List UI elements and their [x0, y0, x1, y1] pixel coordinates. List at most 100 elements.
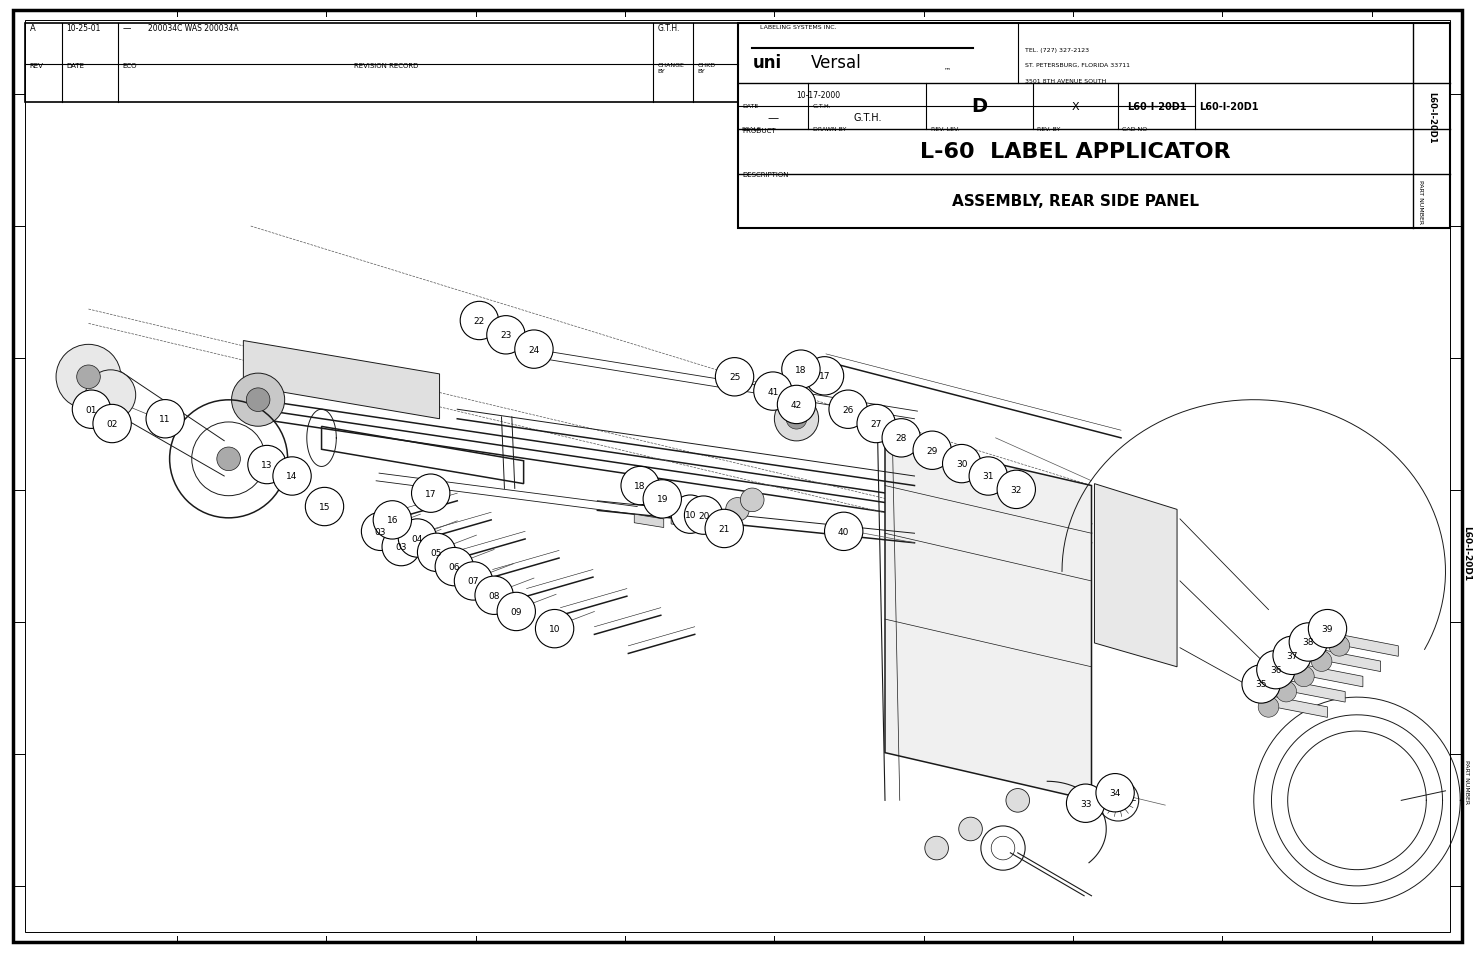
Text: 29: 29	[926, 446, 938, 456]
Text: 11: 11	[159, 415, 171, 424]
Text: 34: 34	[1109, 788, 1121, 798]
Circle shape	[232, 374, 285, 427]
Text: DATE: DATE	[742, 104, 758, 109]
Circle shape	[1329, 636, 1350, 657]
Text: 19: 19	[656, 495, 668, 504]
Text: L60-I-20D1: L60-I-20D1	[1127, 102, 1186, 112]
Circle shape	[56, 345, 121, 410]
Text: DRAWN BY: DRAWN BY	[813, 127, 847, 132]
Circle shape	[943, 445, 981, 483]
Text: 13: 13	[261, 460, 273, 470]
Text: CHANGE
BY: CHANGE BY	[658, 63, 684, 73]
Circle shape	[217, 448, 240, 471]
Text: LABELING SYSTEMS INC.: LABELING SYSTEMS INC.	[760, 25, 836, 30]
Text: 03: 03	[375, 527, 386, 537]
Text: 32: 32	[1010, 485, 1022, 495]
Circle shape	[997, 471, 1035, 509]
Text: 10-25-01: 10-25-01	[66, 25, 100, 33]
Circle shape	[1276, 681, 1297, 702]
Text: 39: 39	[1322, 624, 1333, 634]
Text: 33: 33	[1080, 799, 1092, 808]
Text: REV. LEV.: REV. LEV.	[931, 127, 959, 132]
Polygon shape	[634, 515, 664, 528]
Polygon shape	[1268, 696, 1328, 718]
Circle shape	[146, 400, 184, 438]
Circle shape	[913, 432, 951, 470]
Circle shape	[417, 534, 456, 572]
Text: DATE: DATE	[66, 63, 84, 69]
Circle shape	[273, 457, 311, 496]
Text: L60-I-20D1: L60-I-20D1	[1428, 92, 1437, 144]
Text: 37: 37	[1286, 651, 1298, 660]
Circle shape	[786, 409, 807, 430]
Circle shape	[829, 391, 867, 429]
Text: 22: 22	[473, 316, 485, 326]
Text: 25: 25	[729, 373, 740, 382]
Text: ECO: ECO	[122, 63, 137, 69]
Text: 26: 26	[842, 405, 854, 415]
Circle shape	[361, 513, 400, 551]
Text: G.T.H.: G.T.H.	[658, 25, 680, 33]
Text: 10: 10	[684, 510, 696, 519]
Text: 3501 8TH AVENUE SOUTH: 3501 8TH AVENUE SOUTH	[1025, 79, 1106, 84]
Circle shape	[1289, 623, 1328, 661]
Circle shape	[684, 497, 723, 535]
Circle shape	[515, 331, 553, 369]
Circle shape	[1096, 774, 1134, 812]
Circle shape	[1258, 697, 1279, 718]
Circle shape	[925, 837, 948, 860]
Text: CAD NO: CAD NO	[1122, 127, 1148, 132]
Text: ST. PETERSBURG, FLORIDA 33711: ST. PETERSBURG, FLORIDA 33711	[1025, 63, 1130, 68]
Text: 20: 20	[698, 511, 709, 520]
Circle shape	[454, 562, 493, 600]
Polygon shape	[671, 516, 701, 529]
Polygon shape	[708, 517, 738, 530]
Circle shape	[305, 488, 344, 526]
Circle shape	[86, 371, 136, 420]
Text: 42: 42	[791, 400, 802, 410]
Text: 21: 21	[718, 524, 730, 534]
Text: D: D	[972, 97, 987, 116]
Bar	[25, 24, 738, 103]
Text: 16: 16	[386, 516, 398, 525]
Text: 24: 24	[528, 345, 540, 355]
Circle shape	[487, 316, 525, 355]
Text: 10: 10	[549, 624, 560, 634]
Circle shape	[715, 358, 754, 396]
Text: 28: 28	[895, 434, 907, 443]
Text: L-60  LABEL APPLICATOR: L-60 LABEL APPLICATOR	[920, 142, 1230, 162]
Text: 06: 06	[448, 562, 460, 572]
Text: 200034C WAS 200034A: 200034C WAS 200034A	[148, 25, 237, 33]
Polygon shape	[243, 341, 440, 419]
Text: 08: 08	[488, 591, 500, 600]
Text: 09: 09	[510, 607, 522, 617]
Text: 41: 41	[767, 387, 779, 396]
Text: DESCRIPTION: DESCRIPTION	[742, 172, 789, 178]
Circle shape	[1294, 666, 1314, 687]
Text: G.T.H.: G.T.H.	[813, 104, 832, 109]
Circle shape	[246, 389, 270, 412]
Circle shape	[72, 391, 111, 429]
Circle shape	[1006, 789, 1030, 812]
Circle shape	[1273, 637, 1311, 675]
Circle shape	[959, 818, 982, 841]
Circle shape	[1308, 610, 1347, 648]
Text: 27: 27	[870, 419, 882, 429]
Circle shape	[475, 577, 513, 615]
Text: 17: 17	[425, 489, 437, 498]
Text: ™: ™	[944, 67, 951, 73]
Circle shape	[460, 302, 499, 340]
Circle shape	[671, 496, 709, 534]
Text: L60-I-20D1: L60-I-20D1	[1462, 525, 1472, 580]
Text: ASSEMBLY, REAR SIDE PANEL: ASSEMBLY, REAR SIDE PANEL	[951, 194, 1199, 209]
Text: 31: 31	[982, 472, 994, 481]
Circle shape	[77, 366, 100, 389]
Text: 18: 18	[795, 365, 807, 375]
Circle shape	[825, 513, 863, 551]
Text: 17: 17	[819, 372, 830, 381]
Text: Versal: Versal	[811, 54, 861, 72]
Text: 30: 30	[956, 459, 968, 469]
Text: —: —	[767, 113, 779, 123]
Bar	[738, 24, 1450, 229]
Text: PART NUMBER: PART NUMBER	[1465, 760, 1469, 803]
